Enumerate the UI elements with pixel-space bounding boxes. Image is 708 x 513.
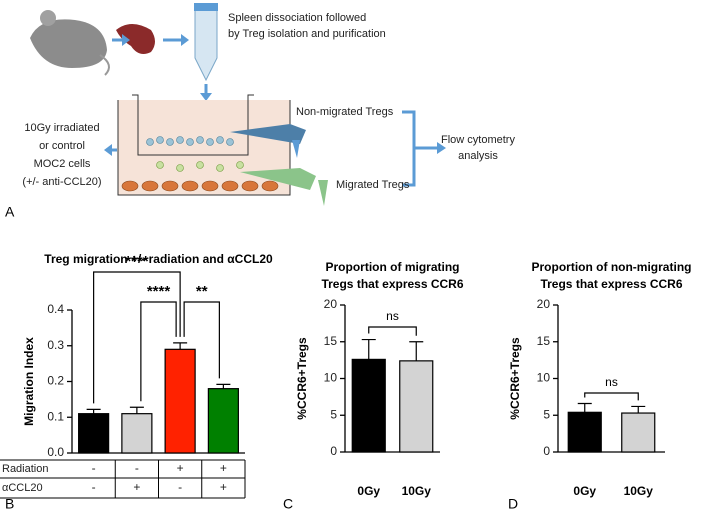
table-cell: -: [178, 480, 182, 494]
chart-title: Tregs that express CCR6: [321, 277, 463, 291]
significance-label: ****: [147, 283, 171, 300]
x-tick-label: 0Gy: [357, 484, 380, 498]
y-tick-label: 0.0: [47, 445, 64, 459]
diagram-text: MOC2 cells: [34, 158, 91, 170]
moc2-cells: [121, 180, 279, 192]
chart-title: Tregs that express CCR6: [540, 277, 682, 291]
diagram-text: or control: [39, 140, 85, 152]
mouse-ear: [40, 10, 56, 26]
bar: [121, 413, 153, 454]
panel-label: C: [283, 496, 293, 512]
significance-label: ns: [386, 309, 399, 323]
error-bar: [86, 408, 101, 414]
significance-bracket: [183, 301, 220, 379]
error-bar: [173, 342, 188, 350]
tube: [292, 140, 300, 158]
y-tick-label: 5: [330, 407, 337, 421]
x-tick-label: 10Gy: [624, 484, 654, 498]
diagram-text: analysis: [458, 150, 498, 162]
table-cell: +: [133, 480, 140, 494]
diagram-text: Migrated Tregs: [336, 179, 410, 191]
bracket-arrow: [402, 110, 438, 187]
significance-label: ****: [125, 253, 149, 270]
x-tick-label: 10Gy: [402, 484, 432, 498]
bar: [164, 348, 196, 454]
table-cell: -: [92, 480, 96, 494]
diagram-text: Non-migrated Tregs: [296, 106, 394, 118]
y-tick-label: 0: [543, 444, 550, 458]
error-bar: [129, 406, 144, 414]
diagram-text: Spleen dissociation followed: [228, 12, 366, 24]
arrowhead: [104, 144, 112, 156]
spleen: [116, 24, 155, 54]
diagram-text: 10Gy irradiated: [24, 122, 99, 134]
bar: [78, 413, 110, 454]
chart-title: Proportion of migrating: [326, 260, 460, 274]
x-tick-label: 0Gy: [573, 484, 596, 498]
tube: [194, 7, 218, 82]
mouse: [30, 19, 107, 69]
error-bar: [631, 405, 646, 414]
bar: [567, 411, 602, 453]
table-cell: +: [220, 461, 227, 475]
significance-label: **: [196, 283, 208, 300]
error-bar: [577, 402, 592, 413]
y-tick-label: 15: [537, 334, 551, 348]
bar: [399, 360, 434, 453]
y-tick-label: 0: [330, 444, 337, 458]
table-cell: -: [92, 461, 96, 475]
tregs: [146, 136, 234, 146]
well: [117, 100, 291, 196]
y-tick-label: 15: [324, 334, 338, 348]
y-tick-label: 0.1: [47, 409, 64, 423]
chart-title: Treg migration +/- radiation and αCCL20: [44, 252, 273, 266]
y-tick-label: 5: [543, 407, 550, 421]
y-tick-label: 0.2: [47, 374, 64, 388]
table-cell: +: [220, 480, 227, 494]
y-tick-label: 0.3: [47, 338, 64, 352]
arrowhead: [200, 93, 212, 101]
error-bar: [216, 383, 231, 389]
y-axis-label: %CCR6+Tregs: [508, 337, 522, 420]
significance-bracket: [140, 301, 177, 402]
bar: [351, 358, 386, 453]
y-tick-label: 20: [537, 297, 551, 311]
diagram: Spleen dissociation followed by Treg iso…: [22, 3, 515, 206]
panel-label: B: [5, 496, 14, 512]
significance-label: ns: [605, 375, 618, 389]
arrowhead: [437, 142, 446, 154]
diagram-text: Flow cytometry: [441, 134, 515, 146]
error-bar: [361, 338, 376, 360]
y-axis-label: %CCR6+Tregs: [295, 337, 309, 420]
table-cell: +: [177, 461, 184, 475]
pipette: [230, 124, 306, 144]
y-tick-label: 20: [324, 297, 338, 311]
significance-bracket: [368, 326, 417, 336]
panel-label: A: [5, 204, 15, 220]
y-tick-label: 0.4: [47, 302, 64, 316]
table-row-label: Radiation: [2, 463, 48, 475]
diagram-text: (+/- anti-CCL20): [22, 176, 101, 188]
chart-title: Proportion of non-migrating: [532, 260, 692, 274]
mouse-tail: [99, 54, 110, 76]
tube-cap: [194, 3, 218, 11]
insert: [132, 94, 254, 156]
significance-bracket: [584, 392, 639, 401]
tube: [318, 180, 328, 206]
migrated-cells: [156, 161, 244, 172]
error-bar: [409, 341, 424, 361]
table-row-label: αCCL20: [2, 482, 43, 494]
y-tick-label: 10: [324, 371, 338, 385]
pipette: [240, 168, 316, 190]
y-axis-label: Migration Index: [22, 337, 36, 426]
bar: [207, 388, 239, 454]
panel-label: D: [508, 496, 518, 512]
y-tick-label: 10: [537, 371, 551, 385]
bar: [621, 412, 656, 453]
arrowhead: [122, 34, 189, 46]
diagram-text: by Treg isolation and purification: [228, 28, 386, 40]
significance-bracket: [93, 271, 181, 404]
table-cell: -: [135, 461, 139, 475]
